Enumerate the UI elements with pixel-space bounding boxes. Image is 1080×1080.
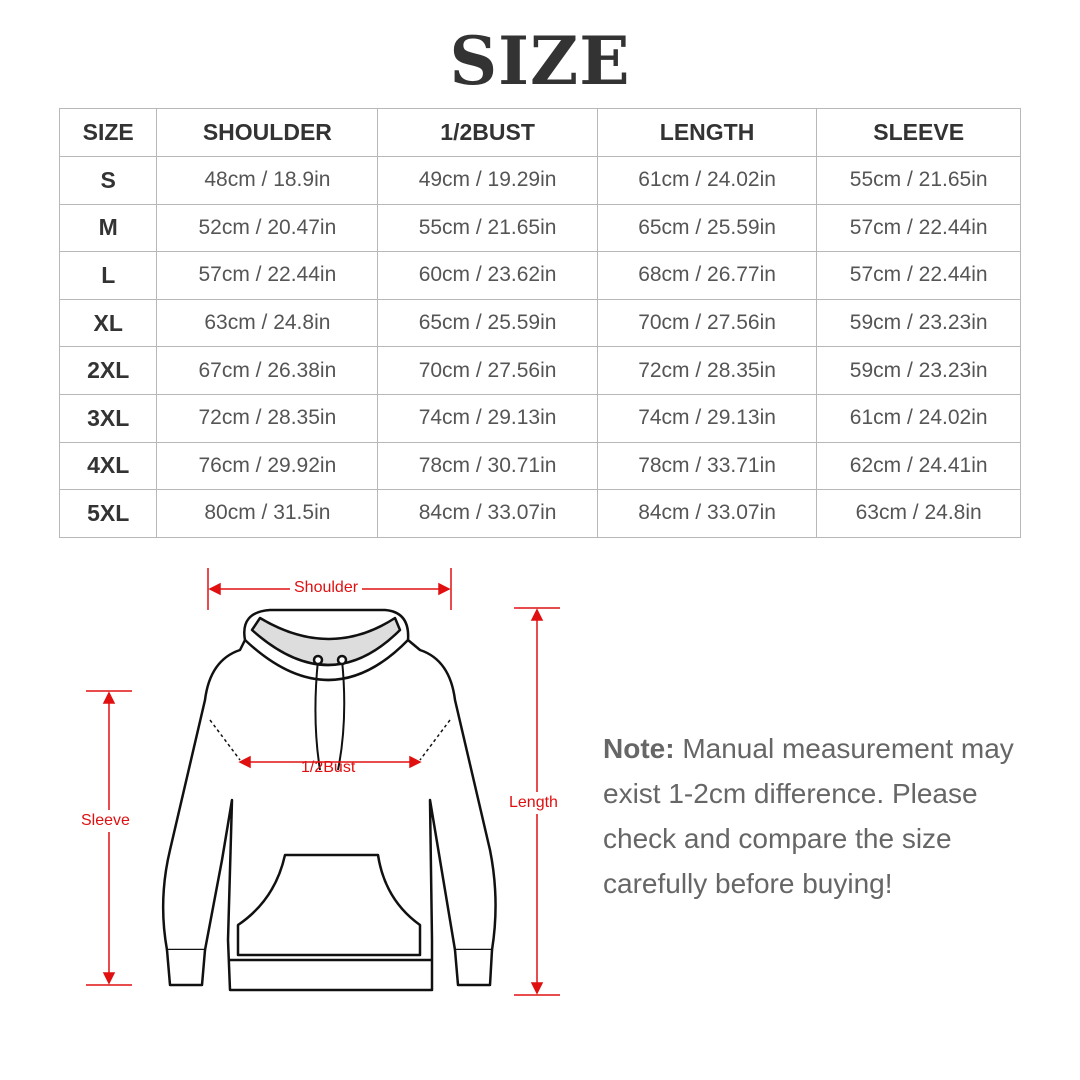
table-row: 4XL 76cm / 29.92in 78cm / 30.71in 78cm / 33… (58, 441, 1021, 491)
measurement-cell: 57cm / 22.44in (156, 251, 379, 300)
size-cell: S (58, 156, 158, 205)
column-header: SLEEVE (816, 108, 1021, 157)
table-row: 3XL 72cm / 28.35in 74cm / 29.13in 74cm / 29… (58, 393, 1021, 443)
measurement-cell: 84cm / 33.07in (596, 489, 818, 538)
sleeve-label: Sleeve (81, 810, 130, 832)
length-label: Length (509, 792, 558, 814)
measurement-cell: 55cm / 21.65in (816, 156, 1021, 205)
measurement-cell: 49cm / 19.29in (377, 156, 598, 205)
measurement-cell: 59cm / 23.23in (816, 298, 1021, 348)
table-row: M 52cm / 20.47in 55cm / 21.65in 65cm / 25.5… (58, 203, 1021, 253)
column-header: SHOULDER (156, 108, 379, 157)
column-header: LENGTH (596, 108, 818, 157)
measurement-cell: 60cm / 23.62in (377, 251, 598, 300)
measurement-cell: 63cm / 24.8in (816, 489, 1021, 538)
table-row: 5XL 80cm / 31.5in 84cm / 33.07in 84cm / 33.… (58, 489, 1021, 538)
table-row: S 48cm / 18.9in 49cm / 19.29in 61cm / 24.02… (58, 156, 1021, 205)
size-cell: 3XL (58, 393, 158, 443)
note-text: Note: Manual measurement may exist 1-2cm… (603, 726, 1033, 906)
size-table: SIZE SHOULDER 1/2BUST LENGTH SLEEVE S 48cm / … (58, 108, 1021, 538)
measurement-cell: 48cm / 18.9in (156, 156, 379, 205)
measurement-cell: 76cm / 29.92in (156, 441, 379, 491)
measurement-cell: 70cm / 27.56in (596, 298, 818, 348)
bust-label: 1/2Bust (301, 759, 356, 776)
measurement-cell: 78cm / 33.71in (596, 441, 818, 491)
table-row: L 57cm / 22.44in 60cm / 23.62in 68cm / 26.7… (58, 251, 1021, 300)
measurement-cell: 84cm / 33.07in (377, 489, 598, 538)
size-cell: 2XL (58, 346, 158, 395)
measurement-cell: 72cm / 28.35in (156, 393, 379, 443)
measurement-cell: 55cm / 21.65in (377, 203, 598, 253)
size-cell: 5XL (58, 489, 158, 538)
measurement-cell: 78cm / 30.71in (377, 441, 598, 491)
note-label: Note: (603, 733, 675, 764)
measurement-cell: 70cm / 27.56in (377, 346, 598, 395)
measurement-cell: 80cm / 31.5in (156, 489, 379, 538)
measurement-cell: 52cm / 20.47in (156, 203, 379, 253)
shoulder-label: Shoulder (290, 579, 363, 597)
measurement-cell: 59cm / 23.23in (816, 346, 1021, 395)
table-row: 2XL 67cm / 26.38in 70cm / 27.56in 72cm / 28… (58, 346, 1021, 395)
measurement-cell: 72cm / 28.35in (596, 346, 818, 395)
note-body: Manual measurement may exist 1-2cm diffe… (603, 733, 1014, 899)
size-cell: M (58, 203, 158, 253)
measurement-cell: 65cm / 25.59in (596, 203, 818, 253)
measurement-cell: 74cm / 29.13in (377, 393, 598, 443)
column-header: 1/2BUST (377, 108, 598, 157)
measurement-cell: 57cm / 22.44in (816, 203, 1021, 253)
size-cell: XL (58, 298, 158, 348)
hoodie-outline-icon (161, 608, 497, 992)
measurement-cell: 61cm / 24.02in (816, 393, 1021, 443)
page-title: SIZE (449, 22, 631, 100)
table-header-row: SIZE SHOULDER 1/2BUST LENGTH SLEEVE (58, 108, 1021, 157)
measurement-cell: 68cm / 26.77in (596, 251, 818, 300)
column-header: SIZE (58, 108, 158, 157)
measurement-cell: 61cm / 24.02in (596, 156, 818, 205)
measurement-cell: 57cm / 22.44in (816, 251, 1021, 300)
measurement-cell: 74cm / 29.13in (596, 393, 818, 443)
measurement-cell: 65cm / 25.59in (377, 298, 598, 348)
